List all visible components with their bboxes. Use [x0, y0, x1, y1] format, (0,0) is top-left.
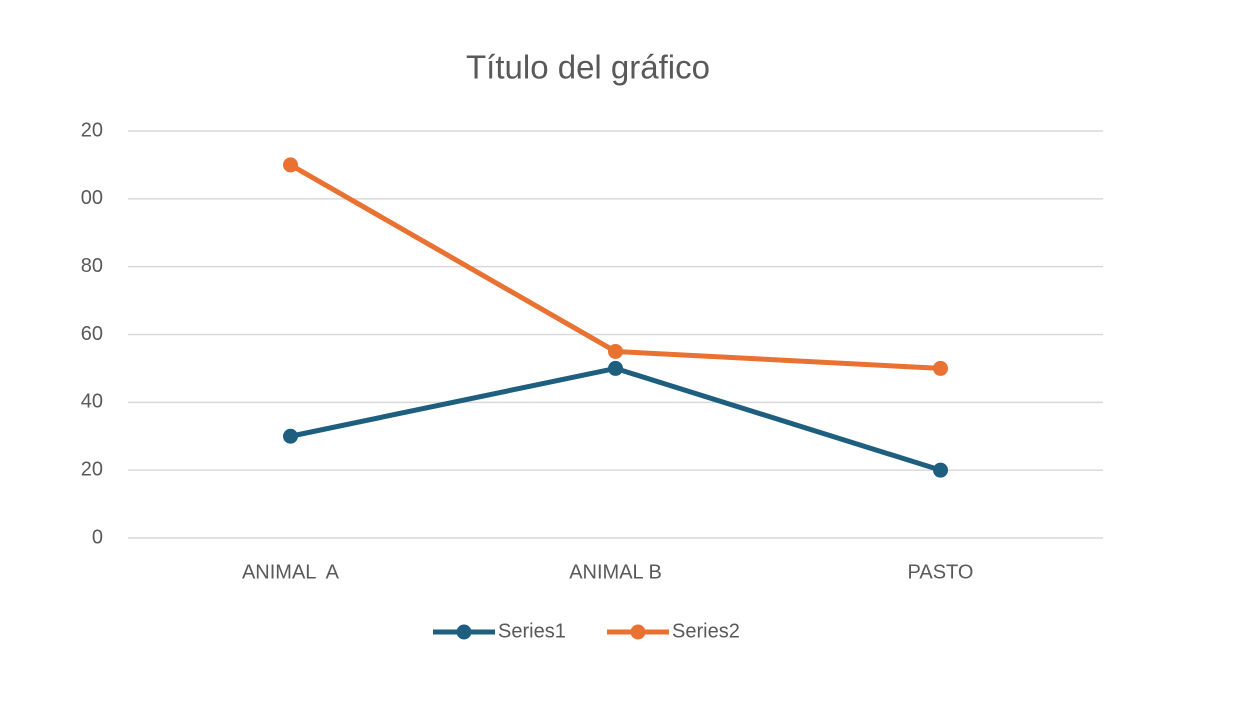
chart-title: Título del gráfico: [466, 49, 710, 86]
data-point: [283, 428, 298, 444]
legend-label: Series2: [672, 620, 740, 642]
legend-marker: [630, 624, 646, 640]
x-tick-label: PASTO: [908, 561, 974, 583]
y-tick-label: 40: [81, 391, 103, 413]
data-point: [933, 360, 948, 376]
y-tick-label: 60: [81, 323, 103, 345]
y-tick-label: 0: [92, 526, 103, 548]
x-tick-label: ANIMAL B: [569, 561, 662, 583]
series-line: [289, 365, 942, 473]
data-point: [933, 462, 948, 478]
x-tick-label: ANIMAL A: [242, 561, 340, 583]
data-point: [283, 157, 298, 173]
legend-label: Series1: [498, 620, 566, 642]
legend-marker: [456, 624, 472, 640]
y-tick-label: 20: [81, 119, 103, 141]
y-tick-label: 80: [81, 255, 103, 277]
data-point: [608, 343, 623, 359]
data-point: [608, 360, 623, 376]
y-tick-label: 20: [81, 458, 103, 480]
y-tick-label: 00: [81, 187, 103, 209]
